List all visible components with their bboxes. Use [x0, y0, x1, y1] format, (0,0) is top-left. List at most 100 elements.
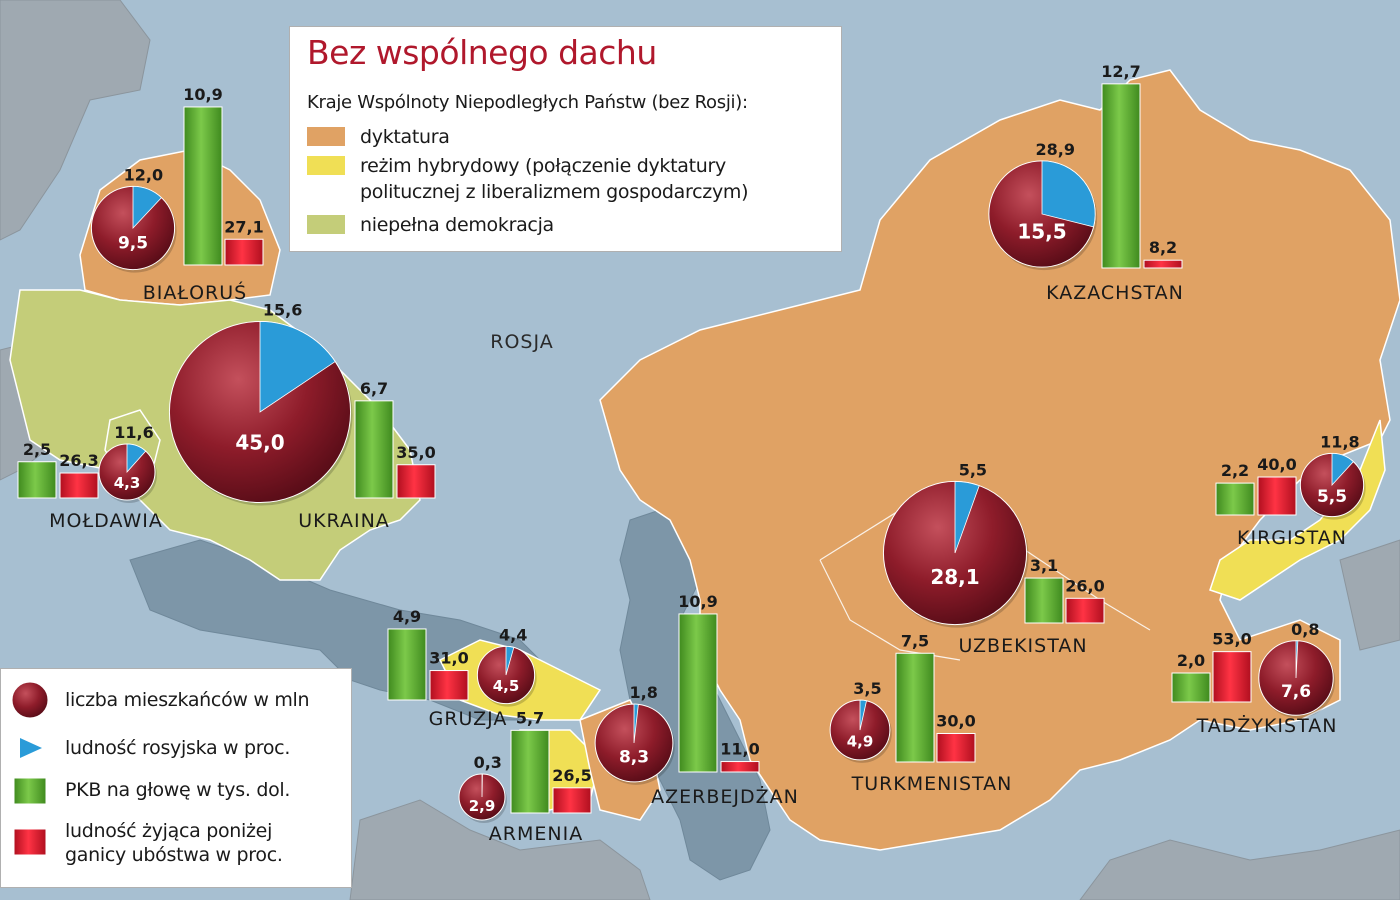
poverty-bar-azerbejdzan [720, 761, 760, 773]
russian-share-wedge-tadzykistan [1295, 640, 1299, 679]
country-name-bialorus: BIAŁORUŚ [143, 280, 247, 304]
russian-share-wedge-bialorus [132, 185, 163, 230]
poverty-value-label: 40,0 [1257, 455, 1296, 474]
russian-share-wedge-gruzja [505, 645, 515, 676]
russian-share-value-label: 0,8 [1291, 620, 1319, 639]
legend-swatch-dictatorship [307, 127, 345, 146]
gdp-bar-uzbekistan [1024, 577, 1064, 624]
poverty-value-label: 35,0 [396, 443, 435, 462]
population-value-label: 45,0 [235, 431, 284, 455]
legend-item-poverty: ludność żyjąca poniżej ganicy ubóstwa w … [9, 819, 283, 867]
poverty-bar-bialorus [224, 238, 264, 266]
gdp-value-label: 2,5 [23, 440, 51, 459]
legend-swatch-democracy [307, 215, 345, 234]
poverty-value-label: 8,2 [1149, 238, 1177, 257]
population-value-label: 4,3 [114, 474, 141, 492]
russian-share-wedge-kirgistan [1331, 452, 1354, 487]
poverty-value-label: 11,0 [720, 740, 759, 759]
poverty-value-label: 26,0 [1065, 576, 1104, 595]
gdp-value-label: 2,2 [1221, 461, 1249, 480]
map-subtitle: Kraje Wspólnoty Niepodległych Państw (be… [307, 92, 748, 113]
population-value-label: 8,3 [619, 748, 649, 768]
poverty-bar-ukraina [396, 464, 436, 499]
legend-item-democracy: niepełna demokracja [307, 212, 554, 238]
population-value-label: 2,9 [469, 797, 496, 815]
legend-label-line2: politucznej z liberalizmem gospodarczym) [360, 181, 749, 203]
population-value-label: 7,6 [1281, 682, 1311, 702]
gdp-bar-armenia [510, 729, 550, 814]
gdp-value-label: 3,1 [1030, 556, 1058, 575]
poverty-bar-icon [9, 822, 51, 864]
poverty-value-label: 26,5 [552, 766, 591, 785]
population-value-label: 15,5 [1017, 220, 1066, 244]
gdp-value-label: 10,9 [678, 592, 717, 611]
gdp-value-label: 5,7 [516, 708, 544, 727]
gdp-bar-tadzykistan [1171, 672, 1211, 703]
population-bubble-icon [9, 679, 51, 721]
poverty-value-label: 31,0 [429, 649, 468, 668]
gdp-value-label: 6,7 [360, 379, 388, 398]
russian-share-wedge-kazachstan [1041, 160, 1096, 228]
russian-share-wedge-icon [9, 727, 51, 769]
country-name-turkmenistan: TURKMENISTAN [851, 773, 1013, 795]
legend-label: dyktatura [360, 126, 450, 148]
map-title: Bez wspólnego dachu [307, 33, 657, 72]
gdp-value-label: 4,9 [393, 607, 421, 626]
country-group-gruzja: 4,5 4,4 4,9 31,0 GRUZJA [387, 607, 537, 730]
gdp-bar-icon [9, 769, 51, 811]
country-group-moldawia: 4,3 11,6 2,5 26,3 MOŁDAWIA [17, 423, 163, 532]
russian-share-value-label: 28,9 [1036, 140, 1075, 159]
gdp-bar-gruzja [387, 628, 427, 701]
poverty-value-label: 53,0 [1212, 630, 1251, 649]
country-name-gruzja: GRUZJA [429, 708, 508, 730]
russian-share-wedge-uzbekistan [954, 481, 980, 554]
country-group-armenia: 2,9 0,3 5,7 26,5 ARMENIA [458, 708, 592, 845]
poverty-value-label: 26,3 [59, 451, 98, 470]
country-group-kirgistan: 5,5 11,8 2,2 40,0 KIRGISTAN [1215, 432, 1366, 549]
legend-item-dictatorship: dyktatura [307, 124, 450, 150]
country-indicators: 9,5 12,0 10,9 27,1 BIAŁORUŚ 45,0 15,6 6,7 35,0 UK… [17, 62, 1366, 845]
russian-share-value-label: 11,8 [1320, 432, 1359, 451]
poverty-bar-uzbekistan [1065, 597, 1105, 624]
legend-item-russian-share: ludność rosyjska w proc. [9, 727, 290, 769]
gdp-bar-moldawia [17, 461, 57, 499]
russian-share-value-label: 1,8 [630, 683, 658, 702]
indicator-legend-panel: liczba mieszkańców w mln ludność rosyjsk… [0, 668, 352, 888]
legend-label-line1: reżim hybrydowy (połączenie dyktatury [360, 155, 726, 177]
poverty-bar-tadzykistan [1212, 651, 1252, 703]
gdp-bar-ukraina [354, 400, 394, 499]
legend-label: PKB na głowę w tys. dol. [65, 779, 291, 801]
country-name-uzbekistan: UZBEKISTAN [958, 635, 1087, 657]
gdp-bar-bialorus [183, 106, 223, 266]
gdp-bar-azerbejdzan [678, 613, 718, 773]
country-group-azerbejdzan: 8,3 1,8 10,9 11,0 AZERBEJDŻAN [594, 592, 798, 808]
regime-legend-panel: Bez wspólnego dachu Kraje Wspólnoty Niep… [289, 26, 842, 252]
legend-label: ludność rosyjska w proc. [65, 737, 291, 759]
russian-share-wedge-azerbejdzan [633, 703, 639, 744]
russian-share-value-label: 4,4 [499, 625, 527, 644]
poverty-bar-kirgistan [1257, 476, 1297, 516]
russian-share-value-label: 11,6 [114, 423, 153, 442]
legend-swatch-hybrid [307, 156, 345, 175]
country-group-kazachstan: 15,5 28,9 12,7 8,2 KAZACHSTAN [988, 62, 1183, 304]
gdp-value-label: 2,0 [1177, 651, 1205, 670]
gdp-bar-kazachstan [1101, 83, 1141, 269]
gdp-value-label: 10,9 [183, 85, 222, 104]
legend-item-population: liczba mieszkańców w mln [9, 679, 310, 721]
population-value-label: 4,9 [847, 732, 874, 750]
poverty-value-label: 27,1 [224, 217, 263, 236]
poverty-bar-gruzja [429, 670, 469, 701]
legend-item-gdp: PKB na głowę w tys. dol. [9, 769, 290, 811]
country-name-kirgistan: KIRGISTAN [1237, 527, 1347, 549]
country-group-uzbekistan: 28,1 5,5 3,1 26,0 UZBEKISTAN [882, 460, 1105, 657]
legend-label: ludność żyjąca poniżej ganicy ubóstwa w … [65, 819, 283, 867]
legend-label: niepełna demokracja [360, 214, 554, 236]
country-name-moldawia: MOŁDAWIA [49, 510, 163, 532]
poverty-bar-kazachstan [1143, 259, 1183, 269]
legend-label-line2: ganicy ubóstwa w proc. [65, 844, 283, 866]
country-name-armenia: ARMENIA [489, 823, 583, 845]
country-group-bialorus: 9,5 12,0 10,9 27,1 BIAŁORUŚ [90, 85, 264, 304]
